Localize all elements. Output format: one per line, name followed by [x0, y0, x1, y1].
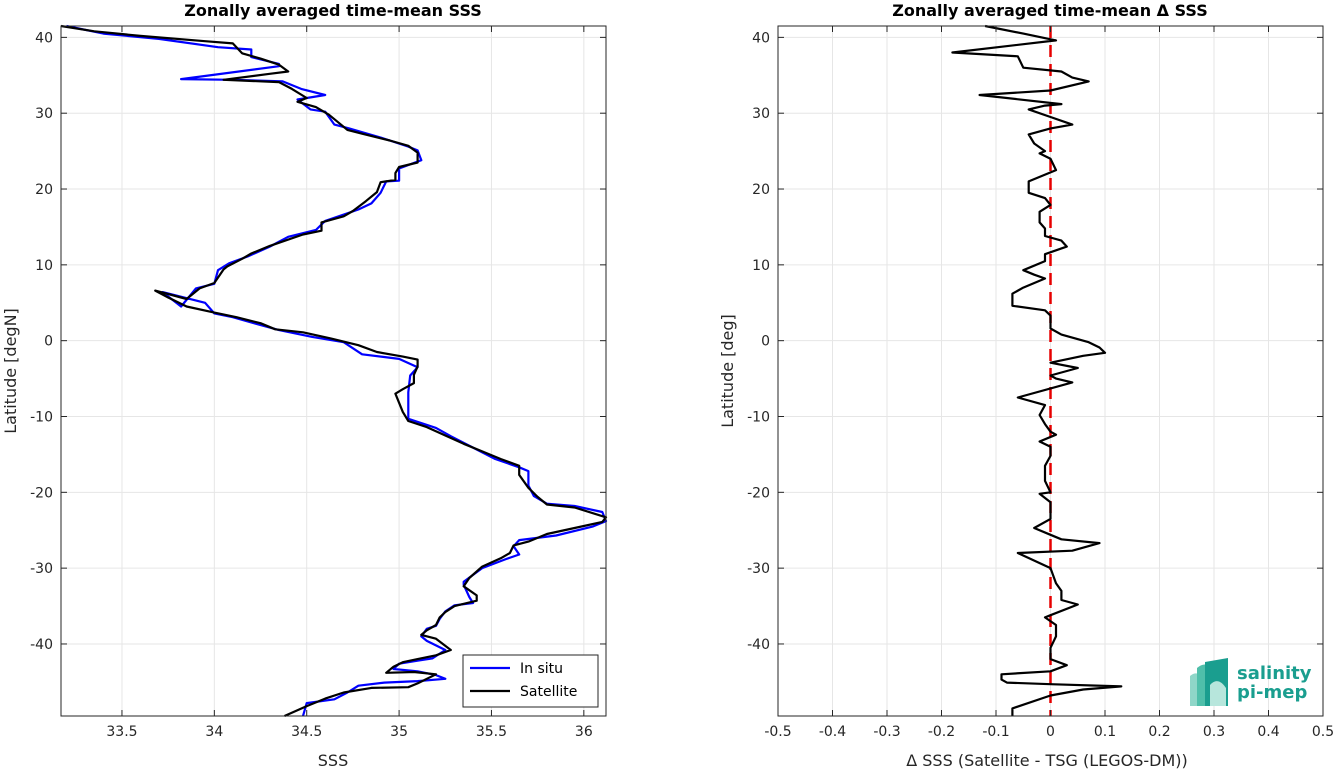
- left-y-tick-label: -30: [30, 561, 53, 577]
- left-x-axis-label: SSS: [318, 751, 348, 769]
- logo-text-line1: salinity: [1237, 663, 1312, 684]
- left-y-tick-label: 10: [35, 258, 53, 274]
- right-x-tick-label: 0.4: [1257, 724, 1279, 740]
- logo-text-line2: pi-mep: [1237, 682, 1307, 703]
- right-y-tick-label: -30: [747, 561, 770, 577]
- right-y-tick-label: 0: [761, 334, 770, 350]
- right-ticks: -0.5 -0.4 -0.3 -0.2 -0.1 0 0.1 0.2 0.3 0.4 0.5 40 30…: [747, 26, 1334, 740]
- left-x-tick-label: 34.5: [291, 724, 322, 740]
- left-y-tick-label: -10: [30, 409, 53, 425]
- left-ticks: 33.5 34 34.5 35 35.5 36 40 30 20 10 0 -10 -20 -30 -40: [30, 26, 606, 740]
- right-x-tick-label: -0.1: [982, 724, 1009, 740]
- salinity-pi-mep-logo: salinity pi-mep: [1190, 658, 1312, 706]
- left-y-tick-label: 30: [35, 106, 53, 122]
- right-y-tick-label: -40: [747, 637, 770, 653]
- left-y-tick-label: 20: [35, 182, 53, 198]
- left-y-tick-label: -20: [30, 485, 53, 501]
- left-y-axis-label: Latitude [degN]: [1, 308, 20, 434]
- right-x-tick-label: 0: [1046, 724, 1055, 740]
- left-axes-box: [60, 25, 607, 717]
- left-y-tick-label: -40: [30, 637, 53, 653]
- right-y-axis-label: Latitude [deg]: [718, 314, 737, 428]
- right-x-axis-label: Δ SSS (Satellite - TSG (LEGOS-DM)): [906, 751, 1188, 769]
- right-y-tick-label: -20: [747, 485, 770, 501]
- left-chart-title: Zonally averaged time-mean SSS: [184, 1, 482, 20]
- right-x-tick-label: 0.1: [1094, 724, 1116, 740]
- left-x-tick-label: 36: [575, 724, 593, 740]
- right-x-tick-label: 0.5: [1312, 724, 1334, 740]
- right-x-tick-label: 0.2: [1148, 724, 1170, 740]
- legend-label-in-situ: In situ: [520, 661, 563, 677]
- right-x-tick-label: 0.3: [1203, 724, 1225, 740]
- left-x-tick-label: 35: [390, 724, 408, 740]
- right-y-tick-label: -10: [747, 409, 770, 425]
- right-chart-title: Zonally averaged time-mean Δ SSS: [892, 1, 1208, 20]
- right-x-tick-label: -0.4: [819, 724, 846, 740]
- legend: In situ Satellite: [462, 654, 599, 708]
- right-y-tick-label: 30: [752, 106, 770, 122]
- left-series-lines: [60, 24, 608, 718]
- right-series-lines: [951, 24, 1123, 716]
- left-y-tick-label: 40: [35, 30, 53, 46]
- right-series-line-delta-sss: [951, 24, 1123, 716]
- right-x-tick-label: -0.2: [928, 724, 955, 740]
- left-series-line-satellite: [60, 24, 608, 718]
- right-x-tick-label: -0.5: [764, 724, 791, 740]
- right-x-tick-label: -0.3: [873, 724, 900, 740]
- left-grid: [61, 26, 606, 716]
- left-x-tick-label: 33.5: [106, 724, 137, 740]
- left-y-tick-label: 0: [44, 334, 53, 350]
- right-y-tick-label: 20: [752, 182, 770, 198]
- logo-wave-icon: [1190, 658, 1228, 706]
- legend-box: [462, 654, 599, 708]
- left-x-tick-label: 35.5: [476, 724, 507, 740]
- right-y-tick-label: 40: [752, 30, 770, 46]
- left-plot-panel: 33.5 34 34.5 35 35.5 36403020100-10-20-30-40 …: [1, 1, 608, 769]
- legend-label-satellite: Satellite: [520, 684, 577, 700]
- left-x-tick-label: 34: [205, 724, 223, 740]
- right-y-tick-label: 10: [752, 258, 770, 274]
- right-plot-panel: -0.5 -0.4 -0.3 -0.2 -0.1 0 0.1 0.2 0.3 0.4 0.5 40 30…: [718, 1, 1334, 769]
